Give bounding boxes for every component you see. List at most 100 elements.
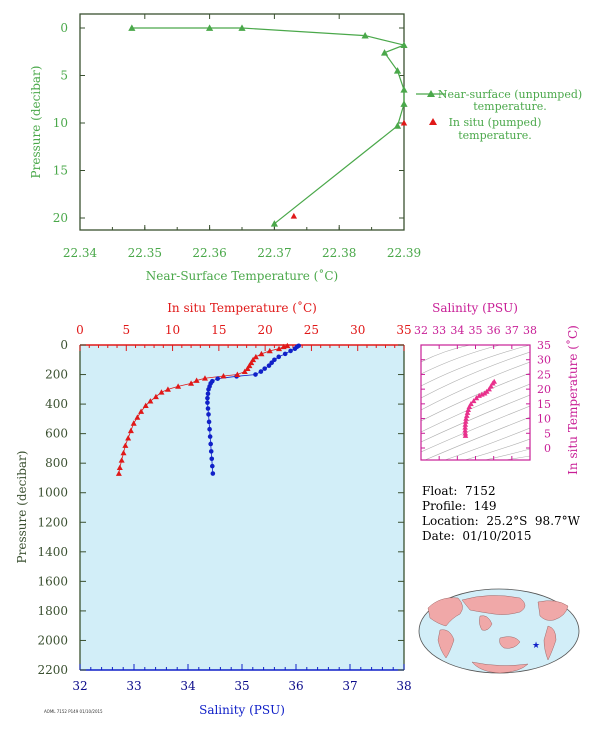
- ts-y-tick-label: 20: [537, 383, 551, 396]
- location: Location: 25.2°S 98.7°W: [422, 514, 580, 528]
- temperature-point: [284, 342, 291, 349]
- legend-label-unpumped-line2: temperature.: [473, 100, 547, 113]
- salinity-point: [215, 376, 220, 381]
- unpumped-temperature-point: [400, 86, 408, 93]
- unpumped-temperature-point: [270, 220, 278, 227]
- ts-density-contours: [421, 345, 530, 460]
- salinity-tick-label: 36: [288, 679, 303, 693]
- salinity-point: [276, 354, 282, 360]
- temperature-point: [234, 371, 241, 377]
- ts-temperature-axis-label: In situ Temperature (˚C): [565, 325, 580, 475]
- unpumped-temperature-point: [400, 41, 408, 48]
- legend-marker-unpumped: [427, 90, 435, 97]
- temperature-tick-labels: 0 5 10 15 20 25 30 35: [76, 323, 411, 337]
- profile-chart: 0 5 10 15 20 25 30 35 32 33 34 35 36 37 38 0 200 400 600…: [15, 300, 412, 717]
- ts-point: [486, 386, 492, 392]
- legend-label-unpumped-line1: Near-surface (unpumped): [438, 88, 582, 101]
- ts-point: [468, 401, 474, 407]
- salinity-point: [205, 400, 210, 405]
- x-tick-label: 22.34: [63, 246, 98, 260]
- ts-point: [488, 383, 494, 389]
- legend-marker-pumped: [429, 118, 437, 125]
- ts-point: [470, 398, 477, 404]
- float-id: Float: 7152: [422, 484, 496, 498]
- temperature-point: [164, 386, 171, 392]
- salinity-point: [210, 463, 215, 469]
- temperature-point: [258, 350, 265, 357]
- pressure-tick-label: 1000: [37, 486, 68, 500]
- pumped-temperature-point: [290, 212, 298, 219]
- pressure-tick-label: 2200: [37, 663, 68, 677]
- salinity-tick-label: 33: [126, 679, 141, 693]
- pressure-tick-label: 800: [45, 456, 68, 470]
- legend-label-pumped-line1: In situ (pumped): [449, 116, 542, 129]
- pressure-tick-label: 1600: [37, 574, 68, 588]
- temperature-point: [175, 383, 182, 389]
- x-tick-label: 22.37: [257, 246, 291, 260]
- unpumped-temperature-point: [393, 67, 402, 74]
- date: Date: 01/10/2015: [422, 529, 532, 543]
- temperature-tick-label: 5: [122, 323, 130, 337]
- profile-number: Profile: 149: [422, 499, 497, 513]
- salinity-point: [207, 426, 212, 432]
- temperature-point: [252, 353, 259, 360]
- ts-series: [462, 378, 498, 438]
- temperature-tick-label: 35: [396, 323, 411, 337]
- salinity-point: [253, 372, 258, 377]
- temperature-point: [125, 435, 132, 441]
- pumped-temperature-point: [400, 119, 408, 126]
- temperature-tick-label: 15: [211, 323, 226, 337]
- profile-pressure-tick-labels: 0 200 400 600 800 1000 1200 1400 1600 1800 2000 220…: [37, 338, 68, 677]
- salinity-point: [288, 348, 293, 354]
- pressure-tick-label: 0: [60, 338, 68, 352]
- salinity-point: [209, 456, 215, 462]
- ts-salinity-tick-labels: 32 33 34 35 36 37 38: [414, 324, 537, 337]
- salinity-point: [282, 351, 288, 357]
- temperature-point: [134, 414, 141, 420]
- footer-note: AOML 7152 P149 01/10/2015: [44, 709, 103, 714]
- temperature-point: [127, 427, 134, 434]
- unpumped-temperature-point: [128, 24, 136, 31]
- x-tick-label: 22.38: [322, 246, 356, 260]
- temperature-tick-label: 10: [165, 323, 180, 337]
- ts-x-tick-label: 32: [414, 324, 428, 337]
- ts-x-tick-label: 36: [487, 324, 501, 337]
- salinity-point: [266, 363, 272, 368]
- unpumped-temperature-point: [380, 49, 389, 56]
- ts-point: [465, 406, 472, 412]
- temperature-point: [276, 345, 283, 352]
- temperature-point: [152, 393, 159, 400]
- temperature-point: [158, 389, 165, 395]
- ts-y-tick-label: 25: [537, 368, 551, 381]
- salinity-point: [262, 366, 267, 371]
- x-tick-label: 22.35: [128, 246, 162, 260]
- temperature-point: [266, 347, 273, 354]
- ts-point: [463, 412, 470, 418]
- profile-plot-area: [80, 345, 404, 670]
- salinity-point: [207, 434, 213, 439]
- ts-ticks: [420, 344, 531, 460]
- near-surface-x-tick-labels: 22.34 22.35 22.36 22.37 22.38 22.39: [63, 246, 421, 260]
- ts-y-tick-label: 10: [537, 413, 551, 426]
- ts-point: [462, 418, 469, 424]
- ts-x-tick-label: 37: [505, 324, 519, 337]
- float-location-star: ★: [532, 641, 540, 651]
- pressure-tick-label: 400: [45, 397, 68, 411]
- pressure-tick-label: 600: [45, 427, 68, 441]
- temperature-point: [138, 408, 145, 414]
- temperature-point: [130, 420, 137, 426]
- unpumped-temperature-point: [400, 100, 408, 107]
- ts-y-tick-label: 35: [537, 339, 551, 352]
- ts-y-tick-label: 0: [544, 442, 551, 455]
- temperature-point: [118, 457, 125, 463]
- temperature-point: [122, 442, 129, 448]
- temperature-axis-label: In situ Temperature (˚C): [167, 300, 317, 315]
- ts-point: [462, 421, 469, 427]
- salinity-point: [258, 369, 264, 374]
- ts-x-tick-label: 35: [469, 324, 483, 337]
- x-tick-label: 22.39: [387, 246, 421, 260]
- ts-point: [491, 378, 498, 384]
- salinity-point: [206, 412, 211, 417]
